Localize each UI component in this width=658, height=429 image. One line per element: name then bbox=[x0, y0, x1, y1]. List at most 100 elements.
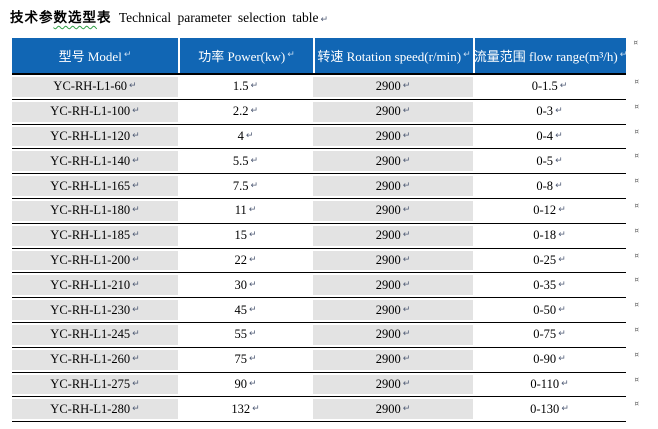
paragraph-mark-icon: ↵ bbox=[123, 50, 132, 60]
paragraph-mark-icon: ↵ bbox=[132, 378, 140, 389]
model-cell: YC-RH-L1-180 ↵ bbox=[12, 199, 178, 223]
paragraph-mark-icon: ↵ bbox=[402, 130, 411, 141]
speed-cell: 2900 ↵ bbox=[313, 75, 473, 99]
header-label: 转速 Rotation speed(r/min) bbox=[317, 49, 462, 64]
speed-cell: 2900 ↵ bbox=[313, 249, 473, 273]
model-value: YC-RH-L1-260 bbox=[50, 352, 131, 367]
flow-range-cell: 0-75 ↵ bbox=[473, 323, 626, 347]
model-cell: YC-RH-L1-120 ↵ bbox=[12, 125, 178, 149]
row-end-mark-icon: ¤ bbox=[634, 350, 639, 359]
speed-value: 2900 bbox=[375, 252, 401, 267]
flow-range-value: 0-130 bbox=[530, 401, 560, 416]
power-cell: 4 ↵ bbox=[178, 125, 313, 149]
row-end-mark-icon: ¤ bbox=[634, 78, 639, 86]
power-value: 2.2 bbox=[232, 104, 249, 119]
paragraph-mark-icon: ↵ bbox=[132, 279, 140, 290]
paragraph-mark-icon: ↵ bbox=[555, 155, 563, 166]
model-value: YC-RH-L1-200 bbox=[50, 252, 131, 267]
power-value: 5.5 bbox=[232, 153, 249, 168]
row-end-mark-icon: ¤ bbox=[634, 201, 639, 210]
table-row: YC-RH-L1-230 ↵ 45 ↵ 2900 ↵ 0-50 ↵ ¤ bbox=[12, 298, 639, 323]
row-end-mark-icon: ¤ bbox=[634, 177, 639, 186]
speed-value: 2900 bbox=[375, 128, 401, 143]
header-cell-speed: 转速 Rotation speed(r/min) ↵ bbox=[313, 38, 473, 73]
flow-range-value: 0-5 bbox=[536, 153, 554, 168]
paragraph-mark-icon: ↵ bbox=[558, 230, 566, 241]
table-row: YC-RH-L1-100 ↵ 2.2 ↵ 2900 ↵ 0-3 ↵ ¤ bbox=[12, 99, 639, 125]
speed-value: 2900 bbox=[375, 178, 401, 193]
flow-range-cell: 0-130 ↵ bbox=[473, 397, 626, 421]
paragraph-mark-icon: ↵ bbox=[402, 230, 411, 241]
flow-range-value: 0-1.5 bbox=[531, 79, 558, 94]
model-cell: YC-RH-L1-200 ↵ bbox=[12, 249, 178, 273]
paragraph-mark-icon: ↵ bbox=[402, 254, 411, 265]
speed-cell: 2900 ↵ bbox=[313, 224, 473, 248]
power-cell: 7.5 ↵ bbox=[178, 174, 313, 198]
flow-range-value: 0-75 bbox=[533, 327, 557, 342]
paragraph-mark-icon: ↵ bbox=[132, 230, 140, 241]
model-cell: YC-RH-L1-230 ↵ bbox=[12, 298, 178, 322]
speed-cell: 2900 ↵ bbox=[313, 373, 473, 397]
paragraph-mark-icon: ↵ bbox=[132, 254, 140, 265]
power-cell: 22 ↵ bbox=[178, 249, 313, 273]
table-row: YC-RH-L1-260 ↵ 75 ↵ 2900 ↵ 0-90 ↵ ¤ bbox=[12, 347, 639, 373]
row-end-mark-icon: ¤ bbox=[633, 39, 638, 47]
speed-cell: 2900 ↵ bbox=[313, 174, 473, 198]
model-cell: YC-RH-L1-275 ↵ bbox=[12, 373, 178, 397]
paragraph-mark-icon: ↵ bbox=[248, 378, 257, 389]
table-row: YC-RH-L1-185 ↵ 15 ↵ 2900 ↵ 0-18 ↵ ¤ bbox=[12, 223, 639, 249]
power-cell: 132 ↵ bbox=[178, 397, 313, 421]
speed-cell: 2900 ↵ bbox=[313, 199, 473, 223]
paragraph-mark-icon: ↵ bbox=[402, 354, 411, 365]
title-chinese: 技术参 bbox=[10, 10, 54, 25]
paragraph-mark-icon: ↵ bbox=[248, 279, 257, 290]
paragraph-mark-icon: ↵ bbox=[402, 205, 411, 216]
power-value: 55 bbox=[234, 327, 247, 342]
model-cell: YC-RH-L1-280 ↵ bbox=[12, 397, 178, 421]
model-cell: YC-RH-L1-60 ↵ bbox=[12, 75, 178, 99]
model-value: YC-RH-L1-180 bbox=[50, 203, 131, 218]
model-cell: YC-RH-L1-185 ↵ bbox=[12, 224, 178, 248]
flow-range-cell: 0-90 ↵ bbox=[473, 348, 626, 372]
power-value: 7.5 bbox=[232, 178, 249, 193]
model-value: YC-RH-L1-140 bbox=[50, 153, 131, 168]
power-value: 11 bbox=[234, 203, 247, 218]
paragraph-mark-icon: ↵ bbox=[558, 279, 566, 290]
table-row: YC-RH-L1-280 ↵ 132 ↵ 2900 ↵ 0-130 ↵ ¤ bbox=[12, 397, 639, 423]
flow-range-value: 0-3 bbox=[536, 104, 554, 119]
table-row: YC-RH-L1-200 ↵ 22 ↵ 2900 ↵ 0-25 ↵ ¤ bbox=[12, 248, 639, 274]
paragraph-mark-icon: ↵ bbox=[402, 378, 411, 389]
model-cell: YC-RH-L1-165 ↵ bbox=[12, 174, 178, 198]
title-english: Technical parameter selection table bbox=[118, 10, 319, 25]
flow-range-value: 0-90 bbox=[533, 352, 557, 367]
speed-value: 2900 bbox=[375, 277, 401, 292]
speed-value: 2900 bbox=[375, 302, 401, 317]
row-end-mark-icon: ¤ bbox=[634, 400, 639, 409]
paragraph-mark-icon: ↵ bbox=[132, 304, 140, 315]
model-value: YC-RH-L1-100 bbox=[50, 104, 131, 119]
flow-range-cell: 0-18 ↵ bbox=[473, 224, 626, 248]
paragraph-mark-icon: ↵ bbox=[248, 254, 257, 265]
header-cell-flow-range: 流量范围 flow range(m³/h) ↵ bbox=[473, 38, 627, 73]
power-cell: 5.5 ↵ bbox=[178, 149, 313, 173]
paragraph-mark-icon: ↵ bbox=[558, 304, 566, 315]
paragraph-mark-icon: ↵ bbox=[132, 130, 140, 141]
speed-cell: 2900 ↵ bbox=[313, 323, 473, 347]
table-row: YC-RH-L1-140 ↵ 5.5 ↵ 2900 ↵ 0-5 ↵ ¤ bbox=[12, 149, 639, 175]
flow-range-value: 0-35 bbox=[533, 277, 557, 292]
table-row: YC-RH-L1-120 ↵ 4 ↵ 2900 ↵ 0-4 ↵ ¤ bbox=[12, 124, 639, 150]
flow-range-cell: 0-25 ↵ bbox=[473, 249, 626, 273]
model-value: YC-RH-L1-245 bbox=[50, 327, 131, 342]
paragraph-mark-icon: ↵ bbox=[555, 106, 563, 117]
document-title: 技术参数选型表 Technical parameter selection ta… bbox=[10, 6, 328, 26]
parameter-table: 型号 Model ↵ 功率 Power(kw) ↵ 转速 Rotation spee… bbox=[12, 38, 639, 423]
paragraph-mark-icon: ↵ bbox=[132, 155, 140, 166]
speed-cell: 2900 ↵ bbox=[313, 100, 473, 124]
row-end-mark-icon: ¤ bbox=[634, 226, 639, 235]
paragraph-mark-icon: ↵ bbox=[287, 50, 295, 60]
model-value: YC-RH-L1-275 bbox=[50, 376, 131, 391]
model-cell: YC-RH-L1-100 ↵ bbox=[12, 100, 178, 124]
row-end-mark-icon: ¤ bbox=[634, 276, 639, 285]
flow-range-value: 0-25 bbox=[533, 252, 557, 267]
header-cell-model: 型号 Model ↵ bbox=[12, 38, 178, 73]
